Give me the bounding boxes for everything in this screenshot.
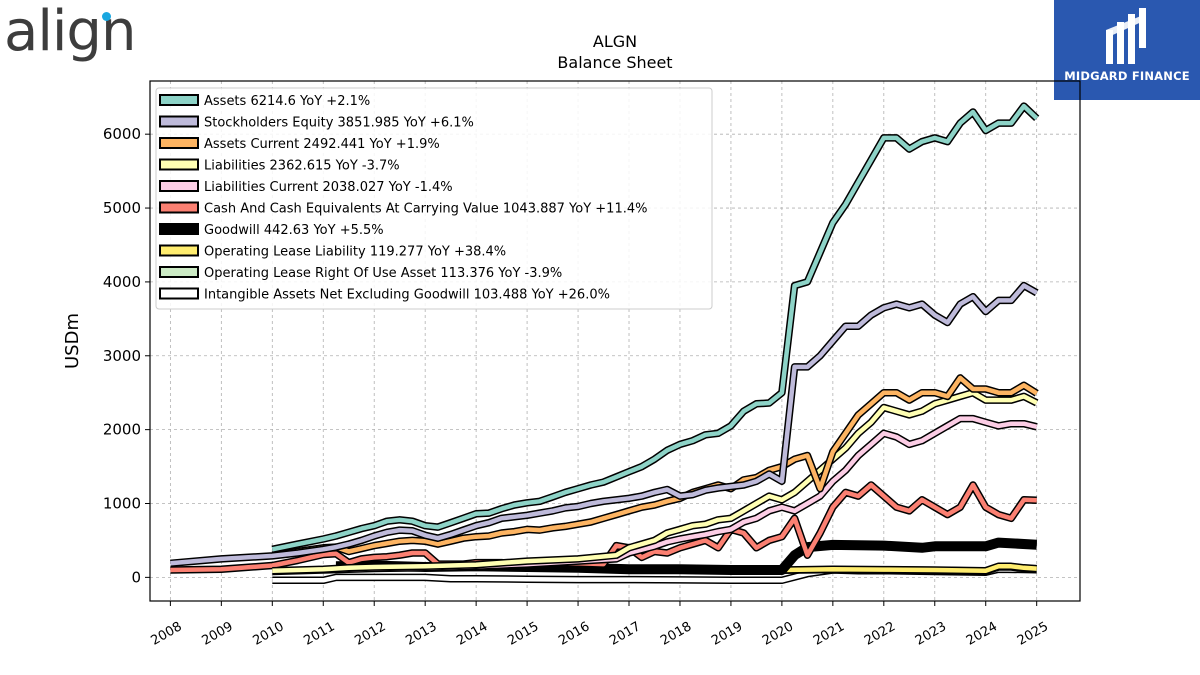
legend-item: Cash And Cash Equivalents At Carrying Va…: [159, 201, 647, 217]
x-tick-label: 2017: [607, 619, 643, 649]
series-line-stroke: [271, 375, 1038, 558]
series-line: [170, 481, 1037, 574]
legend-box: [155, 87, 713, 310]
x-tick-label: 2021: [811, 619, 847, 649]
x-tick-label: 2010: [250, 619, 286, 649]
legend-item: Stockholders Equity 3851.985 YoY +6.1%: [159, 115, 474, 131]
series-line: [272, 388, 1039, 575]
legend-label: Operating Lease Liability 119.277 YoY +3…: [204, 245, 506, 260]
legend-label: Assets 6214.6 YoY +2.1%: [204, 94, 370, 109]
x-tick-label: 2011: [301, 619, 337, 649]
legend-swatch: [159, 223, 199, 235]
legend-swatch: [159, 244, 199, 257]
y-tick-label: 5000: [103, 199, 141, 217]
legend-label: Assets Current 2492.441 YoY +1.9%: [204, 137, 440, 152]
legend-label: Liabilities Current 2038.027 YoY -1.4%: [204, 180, 453, 195]
y-axis: 0 1000 2000 3000 4000 5000 6000: [103, 125, 150, 586]
brand-logo: align: [4, 0, 136, 64]
series-line-stroke: [170, 482, 1037, 573]
legend-swatch: [159, 180, 199, 192]
y-tick-label: 4000: [103, 273, 141, 291]
chart-title: ALGN: [593, 32, 637, 51]
x-tick-label: 2016: [556, 619, 592, 649]
legend-swatch: [159, 266, 199, 278]
series-line: [271, 374, 1039, 559]
x-tick-label: 2015: [505, 619, 541, 649]
x-tick-label: 2014: [454, 619, 490, 649]
legend-item: Operating Lease Liability 119.277 YoY +3…: [159, 244, 506, 260]
x-tick-label: 2020: [760, 619, 796, 649]
legend-item: Operating Lease Right Of Use Asset 113.3…: [159, 266, 562, 281]
x-tick-label: 2019: [709, 619, 745, 649]
legend-label: Stockholders Equity 3851.985 YoY +6.1%: [204, 116, 474, 131]
x-tick-label: 2023: [913, 619, 949, 649]
brand-logo-dot: [102, 12, 111, 21]
plot-frame: [149, 80, 1081, 602]
legend-label: Intangible Assets Net Excluding Goodwill…: [204, 288, 610, 303]
series-layer: [170, 102, 1040, 585]
badge-text: MIDGARD FINANCE: [1064, 69, 1190, 83]
series-line-stroke: [271, 103, 1039, 552]
y-tick-label: 3000: [103, 347, 141, 365]
legend-item: Liabilities 2362.615 YoY -3.7%: [159, 158, 400, 174]
x-tick-label: 2012: [352, 619, 388, 649]
x-tick-label: 2022: [862, 619, 898, 649]
legend-swatch: [159, 287, 199, 300]
brand-logo-text: align: [4, 0, 136, 64]
y-tick-label: 2000: [103, 421, 141, 439]
x-tick-label: 2025: [1015, 619, 1051, 649]
legend-label: Operating Lease Right Of Use Asset 113.3…: [204, 266, 562, 281]
y-tick-label: 1000: [103, 495, 141, 513]
legend-item: Liabilities Current 2038.027 YoY -1.4%: [159, 180, 453, 195]
legend-label: Goodwill 442.63 YoY +5.5%: [204, 223, 384, 238]
x-tick-label: 2008: [149, 619, 185, 649]
legend-label: Cash And Cash Equivalents At Carrying Va…: [204, 202, 647, 217]
x-tick-label: 2018: [658, 619, 694, 649]
series-line-stroke: [272, 390, 1038, 573]
series-line: [271, 102, 1040, 553]
midgard-finance-badge: MIDGARD FINANCE: [1054, 0, 1200, 100]
chart-subtitle: Balance Sheet: [557, 53, 672, 72]
legend-swatch: [159, 94, 199, 106]
legend-item: Assets 6214.6 YoY +2.1%: [159, 94, 370, 109]
series-line: [170, 281, 1039, 568]
x-tick-label: 2024: [964, 619, 1000, 649]
y-tick-label: 0: [131, 568, 141, 586]
legend-swatch: [159, 137, 199, 149]
x-axis: 2008 2009 2010 2011 2012 2013 2014 2015 2016 2017…: [149, 601, 1051, 649]
legend-item: Assets Current 2492.441 YoY +1.9%: [159, 137, 440, 152]
midgard-logo-icon: [1106, 8, 1146, 64]
x-tick-label: 2013: [403, 619, 439, 649]
legend-swatch: [159, 158, 199, 171]
y-tick-label: 6000: [103, 125, 141, 143]
legend-item: Goodwill 442.63 YoY +5.5%: [159, 223, 384, 238]
legend-item: Intangible Assets Net Excluding Goodwill…: [159, 287, 610, 303]
series-line-stroke: [170, 283, 1038, 566]
x-tick-label: 2009: [200, 619, 236, 649]
legend: Assets 6214.6 YoY +2.1% Stockholders Equi…: [155, 87, 713, 310]
legend-swatch: [159, 115, 199, 128]
legend-swatch: [159, 201, 199, 214]
legend-label: Liabilities 2362.615 YoY -3.7%: [204, 159, 400, 174]
y-axis-label: USDm: [62, 313, 83, 369]
